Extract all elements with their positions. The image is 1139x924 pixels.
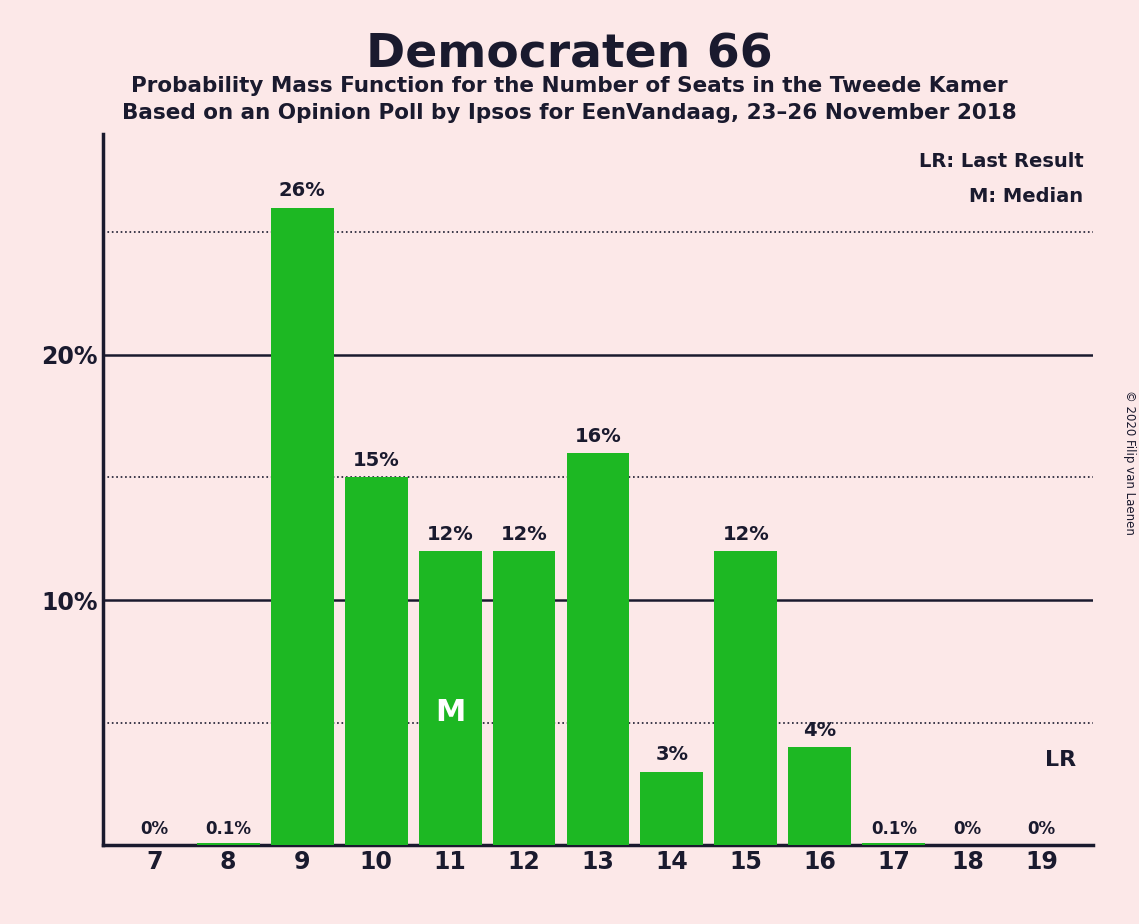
Bar <box>419 551 482 845</box>
Text: Democraten 66: Democraten 66 <box>366 32 773 78</box>
Text: Based on an Opinion Poll by Ipsos for EenVandaag, 23–26 November 2018: Based on an Opinion Poll by Ipsos for Ee… <box>122 103 1017 124</box>
Bar <box>714 551 777 845</box>
Bar <box>862 843 925 845</box>
Bar <box>345 478 408 845</box>
Text: © 2020 Filip van Laenen: © 2020 Filip van Laenen <box>1123 390 1137 534</box>
Text: 0.1%: 0.1% <box>871 821 917 838</box>
Bar <box>640 772 704 845</box>
Bar <box>566 453 630 845</box>
Text: 0.1%: 0.1% <box>205 821 252 838</box>
Bar <box>197 843 260 845</box>
Text: 16%: 16% <box>574 427 622 445</box>
Text: M: Median: M: Median <box>969 188 1083 206</box>
Text: 0%: 0% <box>140 821 169 838</box>
Text: M: M <box>435 699 465 727</box>
Text: 12%: 12% <box>501 525 548 543</box>
Bar <box>492 551 556 845</box>
Text: LR: Last Result: LR: Last Result <box>919 152 1083 171</box>
Text: LR: LR <box>1046 749 1076 770</box>
Text: 12%: 12% <box>427 525 474 543</box>
Text: 0%: 0% <box>953 821 982 838</box>
Text: 12%: 12% <box>722 525 769 543</box>
Text: 0%: 0% <box>1027 821 1056 838</box>
Text: 26%: 26% <box>279 181 326 201</box>
Text: 15%: 15% <box>353 451 400 470</box>
Text: Probability Mass Function for the Number of Seats in the Tweede Kamer: Probability Mass Function for the Number… <box>131 76 1008 96</box>
Text: 3%: 3% <box>655 746 688 764</box>
Bar <box>271 208 334 845</box>
Text: 4%: 4% <box>803 721 836 740</box>
Bar <box>788 748 851 845</box>
